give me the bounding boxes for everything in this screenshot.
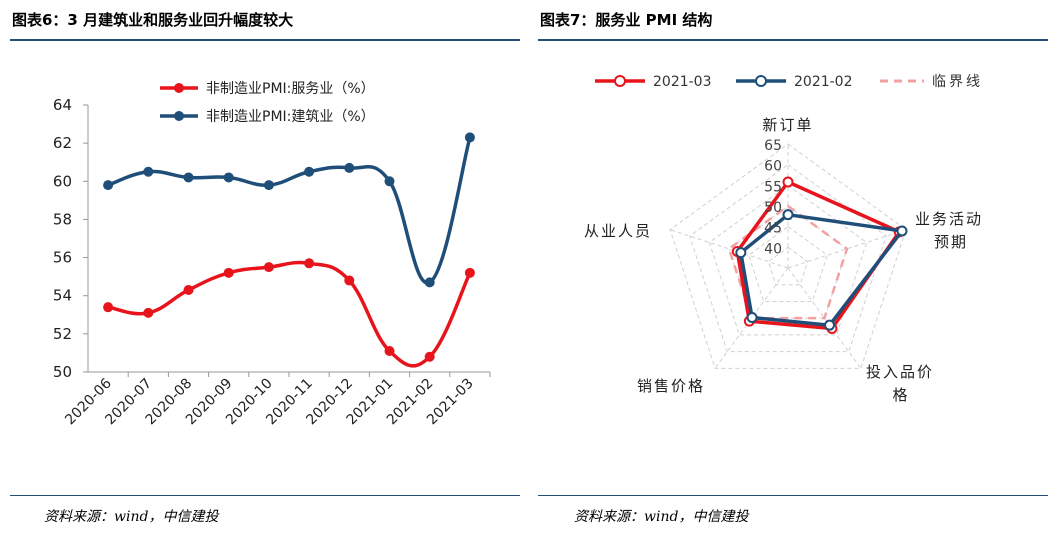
data-point bbox=[143, 307, 154, 318]
right-title-rule bbox=[538, 39, 1048, 41]
data-point bbox=[103, 302, 114, 313]
radar-axis-label: 从业人员 bbox=[584, 222, 652, 240]
y-tick-label: 56 bbox=[53, 249, 72, 267]
data-point bbox=[344, 162, 355, 173]
radar-grid-ring bbox=[748, 226, 828, 302]
radar-axis-label: 投入品价 bbox=[866, 363, 934, 381]
radar-legend-label: 临界线 bbox=[932, 74, 983, 90]
left-title-rule bbox=[10, 39, 520, 41]
radar-legend-label: 2021-03 bbox=[653, 74, 712, 90]
radar-tick-label: 45 bbox=[764, 221, 782, 237]
radar-tick-label: 65 bbox=[764, 138, 782, 154]
radar-series-2021-03 bbox=[735, 180, 901, 331]
radar-legend-label: 2021-02 bbox=[794, 74, 853, 90]
data-point bbox=[424, 277, 435, 288]
radar-grid-ring bbox=[767, 246, 809, 286]
data-point bbox=[143, 166, 154, 177]
data-point bbox=[183, 284, 194, 295]
data-point bbox=[464, 267, 475, 278]
data-point bbox=[424, 351, 435, 362]
radar-legend-marker bbox=[755, 75, 767, 87]
data-point bbox=[103, 180, 114, 191]
radar-axis-label: 业务活动 bbox=[915, 210, 983, 228]
radar-point bbox=[782, 176, 794, 188]
y-tick-label: 50 bbox=[53, 363, 72, 381]
radar-series-临界线 bbox=[727, 204, 849, 320]
data-point bbox=[304, 258, 315, 269]
left-chart-title: 图表6：3 月建筑业和服务业回升幅度较大 bbox=[12, 11, 294, 29]
radar-axis-label: 新订单 bbox=[762, 116, 813, 134]
data-point bbox=[263, 262, 274, 273]
data-point bbox=[183, 172, 194, 183]
y-tick-label: 54 bbox=[53, 287, 72, 305]
radar-tick-label: 55 bbox=[764, 179, 782, 195]
legend-marker bbox=[174, 111, 184, 121]
radar-tick-label: 60 bbox=[764, 159, 782, 175]
data-point bbox=[384, 346, 395, 357]
y-tick-label: 58 bbox=[53, 210, 72, 228]
radar-axis-label: 预期 bbox=[934, 233, 968, 251]
radar-point bbox=[746, 311, 758, 323]
radar-legend-marker bbox=[614, 75, 626, 87]
radar-series-2021-02 bbox=[739, 212, 904, 327]
radar-grid-ring bbox=[689, 164, 887, 353]
left-source-rule bbox=[10, 495, 520, 496]
radar-point bbox=[896, 225, 908, 237]
radar-axis-label: 格 bbox=[892, 386, 909, 404]
legend-label: 非制造业PMI:服务业（%） bbox=[206, 81, 375, 97]
radar-grid-ring bbox=[669, 143, 907, 369]
right-chart-title: 图表7：服务业 PMI 结构 bbox=[540, 11, 713, 29]
right-source-note: 资料来源：wind，中信建投 bbox=[574, 509, 749, 525]
y-tick-label: 64 bbox=[53, 96, 72, 114]
radar-axis-label: 销售价格 bbox=[637, 377, 705, 395]
data-point bbox=[223, 267, 234, 278]
data-point bbox=[223, 172, 234, 183]
series-line-2 bbox=[107, 136, 472, 285]
series-line-1 bbox=[107, 260, 472, 368]
radar-point bbox=[735, 247, 747, 259]
radar-tick-label: 40 bbox=[764, 241, 782, 257]
radar-point bbox=[824, 319, 836, 331]
radar-point bbox=[782, 209, 794, 221]
radar-tick-label: 50 bbox=[764, 200, 782, 216]
y-tick-label: 62 bbox=[53, 134, 72, 152]
y-tick-label: 60 bbox=[53, 172, 72, 190]
radar-grid-ring bbox=[708, 184, 868, 336]
left-source-note: 资料来源：wind，中信建投 bbox=[44, 509, 219, 525]
data-point bbox=[304, 166, 315, 177]
data-point bbox=[384, 176, 395, 187]
legend-marker bbox=[174, 83, 184, 93]
data-point bbox=[464, 132, 475, 143]
y-tick-label: 52 bbox=[53, 325, 72, 343]
data-point bbox=[344, 275, 355, 286]
data-point bbox=[263, 180, 274, 191]
legend-label: 非制造业PMI:建筑业（%） bbox=[206, 109, 375, 125]
right-source-rule bbox=[538, 495, 1048, 496]
